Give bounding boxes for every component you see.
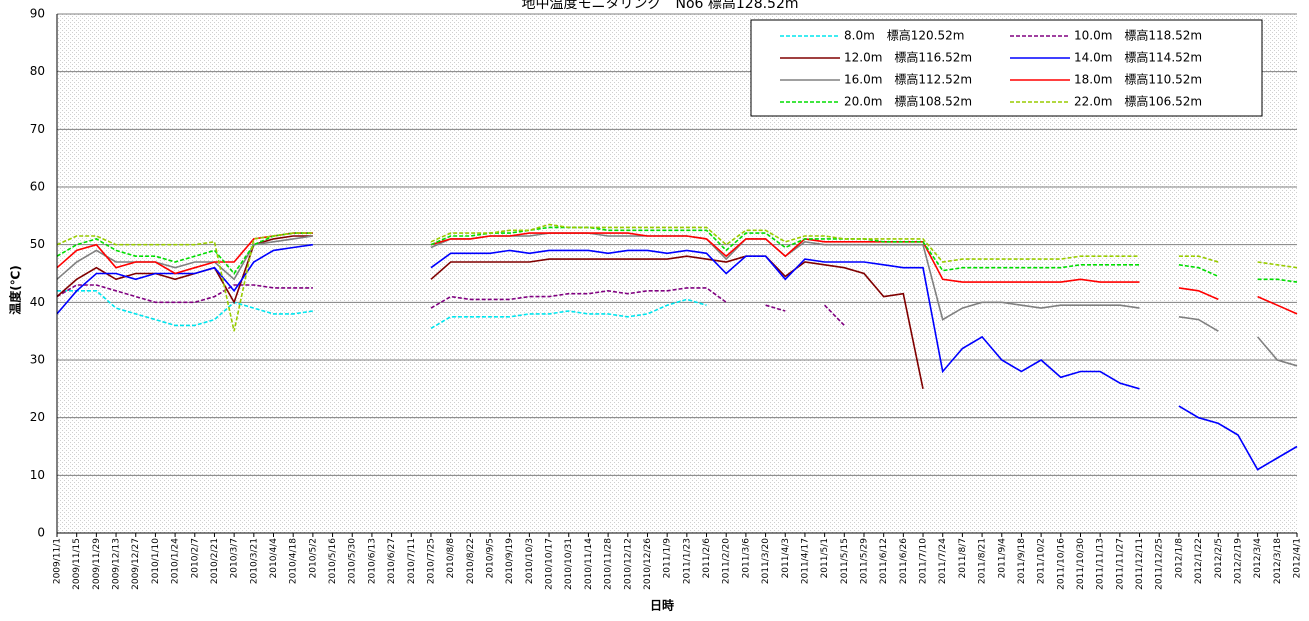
series-line	[56, 235, 924, 389]
y-tick-label: 30	[30, 353, 45, 367]
y-axis-label: 温度(℃)	[8, 265, 23, 315]
x-tick-label: 2010/8/8	[446, 538, 456, 579]
x-tick-label: 2012/1/22	[1194, 538, 1204, 584]
x-tick-label: 2012/3/18	[1273, 538, 1283, 584]
x-tick-label: 2011/3/20	[761, 538, 771, 584]
x-tick-label: 2011/9/4	[997, 538, 1007, 579]
series-line	[56, 243, 1298, 471]
x-tick-label: 2010/11/14	[584, 538, 594, 590]
x-tick-label: 2011/1/9	[663, 538, 673, 579]
x-tick-label: 2012/4/1	[1293, 538, 1303, 578]
x-tick-label: 2009/11/15	[72, 538, 82, 590]
y-tick-label: 50	[30, 237, 45, 251]
x-tick-label: 2010/5/2	[308, 538, 318, 578]
x-tick-label: 2010/7/25	[426, 538, 436, 584]
x-tick-label: 2010/1/24	[171, 538, 181, 584]
x-tick-label: 2012/2/19	[1233, 538, 1243, 584]
x-tick-label: 2010/6/27	[387, 538, 397, 584]
x-tick-label: 2012/2/5	[1214, 538, 1224, 578]
x-tick-label: 2010/1/10	[151, 538, 161, 584]
x-tick-label: 2010/10/17	[545, 538, 555, 590]
x-tick-label: 2012/1/8	[1174, 538, 1184, 579]
legend-label: 14.0m 標高114.52m	[1074, 50, 1202, 65]
y-tick-label: 40	[30, 295, 45, 309]
x-tick-label: 2010/12/26	[643, 538, 653, 590]
x-tick-label: 2011/5/29	[859, 538, 869, 584]
x-tick-label: 2010/9/5	[486, 538, 496, 578]
x-tick-label: 2010/4/18	[289, 538, 299, 584]
x-tick-label: 2010/8/22	[466, 538, 476, 584]
x-tick-label: 2011/4/3	[781, 538, 791, 578]
x-tick-label: 2010/10/31	[564, 538, 574, 590]
x-tick-label: 2011/6/26	[899, 538, 909, 584]
x-tick-label: 2011/1/23	[682, 538, 692, 584]
x-tick-label: 2012/3/4	[1253, 538, 1263, 579]
legend-label: 22.0m 標高106.52m	[1074, 94, 1202, 109]
legend-label: 18.0m 標高110.52m	[1074, 72, 1202, 87]
series-line	[56, 232, 1298, 315]
y-tick-label: 10	[30, 468, 45, 482]
x-tick-label: 2011/4/17	[800, 538, 810, 584]
legend-label: 16.0m 標高112.52m	[844, 72, 972, 87]
x-tick-label: 2010/7/11	[407, 538, 417, 584]
legend-label: 8.0m 標高120.52m	[844, 28, 964, 43]
x-tick-label: 2009/12/27	[131, 538, 141, 590]
x-tick-label: 2011/11/27	[1115, 538, 1125, 590]
y-tick-label: 0	[37, 526, 45, 540]
series-line	[56, 284, 845, 326]
x-tick-label: 2011/8/21	[978, 538, 988, 584]
x-tick-label: 2010/2/7	[190, 538, 200, 578]
x-tick-label: 2011/3/6	[741, 538, 751, 579]
x-tick-label: 2011/5/15	[840, 538, 850, 584]
series-lines	[56, 223, 1298, 471]
x-axis-label: 日時	[650, 598, 674, 613]
x-tick-label: 2009/11/1	[53, 538, 63, 584]
legend-label: 12.0m 標高116.52m	[844, 50, 972, 65]
x-tick-label: 2011/9/18	[1017, 538, 1027, 584]
chart-title: 地中温度モニタリング No6 標高128.52m	[521, 0, 798, 12]
x-tick-label: 2011/10/16	[1056, 538, 1066, 590]
x-tick-label: 2011/10/30	[1076, 538, 1086, 590]
x-tick-label: 2010/9/19	[505, 538, 515, 584]
y-tick-label: 80	[30, 64, 45, 78]
legend-label: 20.0m 標高108.52m	[844, 94, 972, 109]
x-tick-label: 2010/12/12	[623, 538, 633, 590]
y-tick-label: 60	[30, 180, 45, 194]
x-tick-label: 2011/5/1	[820, 538, 830, 578]
x-tick-label: 2010/5/30	[348, 538, 358, 584]
series-line	[57, 290, 707, 329]
x-tick-label: 2009/12/13	[112, 538, 122, 590]
legend-label: 10.0m 標高118.52m	[1074, 28, 1202, 43]
x-tick-label: 2011/7/10	[919, 538, 929, 584]
x-tick-label: 2010/5/16	[328, 538, 338, 584]
x-tick-label: 2011/12/11	[1135, 538, 1145, 590]
x-tick-label: 2010/10/3	[525, 538, 535, 584]
x-tick-label: 2010/3/7	[230, 538, 240, 578]
y-tick-label: 90	[30, 7, 45, 21]
x-tick-label: 2010/11/28	[604, 538, 614, 590]
x-tick-label: 2011/8/7	[958, 538, 968, 578]
x-tick-label: 2010/2/21	[210, 538, 220, 584]
x-tick-label: 2009/11/29	[92, 538, 102, 590]
x-tick-label: 2011/6/12	[879, 538, 889, 584]
y-tick-label: 70	[30, 122, 45, 136]
x-tick-label: 2011/12/25	[1155, 538, 1165, 590]
x-tick-label: 2010/3/21	[249, 538, 259, 584]
x-tick-label: 2011/7/24	[938, 538, 948, 584]
x-tick-label: 2010/4/4	[269, 538, 279, 579]
x-tick-label: 2010/6/13	[367, 538, 377, 584]
x-tick-label: 2011/10/2	[1037, 538, 1047, 584]
grid	[56, 13, 1298, 537]
legend: 8.0m 標高120.52m 10.0m 標高118.52m 12.0m 標高116…	[750, 19, 1263, 117]
x-tick-label: 2011/11/13	[1096, 538, 1106, 590]
y-tick-label: 20	[30, 410, 45, 424]
x-tick-label: 2011/2/6	[702, 538, 712, 579]
x-tick-label: 2011/2/20	[722, 538, 732, 584]
